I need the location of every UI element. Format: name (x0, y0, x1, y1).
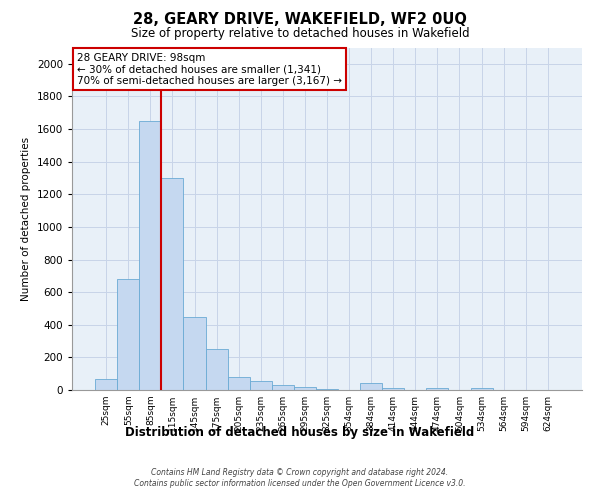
Text: Size of property relative to detached houses in Wakefield: Size of property relative to detached ho… (131, 28, 469, 40)
Text: 28, GEARY DRIVE, WAKEFIELD, WF2 0UQ: 28, GEARY DRIVE, WAKEFIELD, WF2 0UQ (133, 12, 467, 28)
Bar (250, 381, 272, 390)
Bar (161, 178, 184, 390)
Bar (117, 279, 139, 390)
Bar (184, 316, 206, 390)
Bar (316, 389, 338, 390)
Text: Contains HM Land Registry data © Crown copyright and database right 2024.
Contai: Contains HM Land Registry data © Crown c… (134, 468, 466, 487)
Bar (294, 386, 316, 390)
Y-axis label: Number of detached properties: Number of detached properties (21, 136, 31, 301)
Text: 28 GEARY DRIVE: 98sqm
← 30% of detached houses are smaller (1,341)
70% of semi-d: 28 GEARY DRIVE: 98sqm ← 30% of detached … (77, 52, 342, 86)
Bar (95, 380, 117, 390)
Bar (360, 384, 382, 390)
Bar (139, 121, 161, 390)
Bar (227, 377, 250, 390)
Bar (470, 388, 493, 390)
Bar (206, 349, 227, 390)
Bar (427, 388, 448, 390)
Bar (382, 388, 404, 390)
Text: Distribution of detached houses by size in Wakefield: Distribution of detached houses by size … (125, 426, 475, 439)
Bar (272, 385, 294, 390)
